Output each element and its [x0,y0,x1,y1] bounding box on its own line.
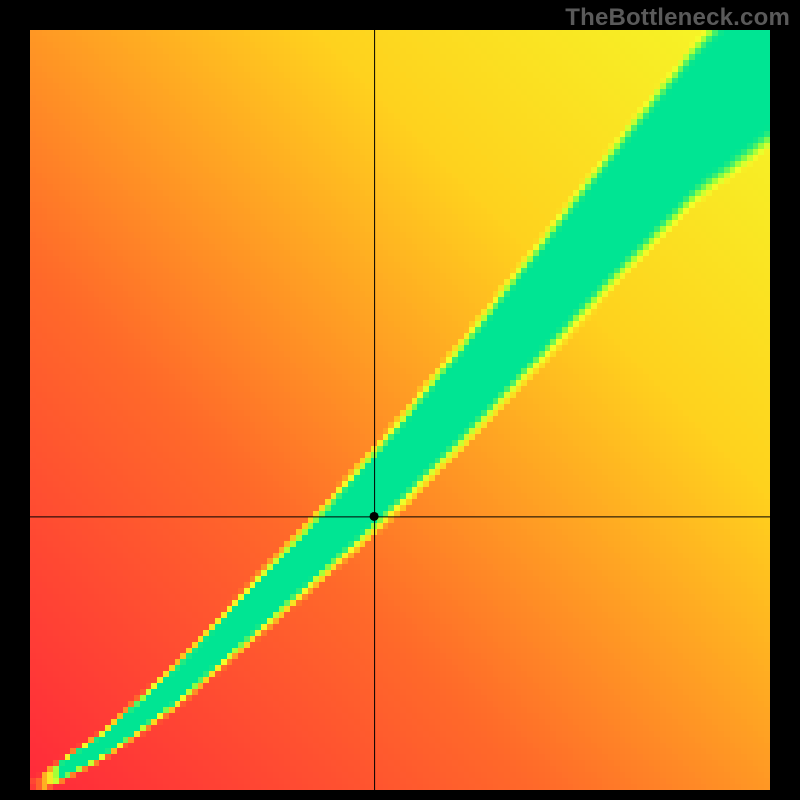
watermark-text: TheBottleneck.com [565,4,790,32]
bottleneck-heatmap [30,30,770,790]
figure-container: TheBottleneck.com [0,0,800,800]
